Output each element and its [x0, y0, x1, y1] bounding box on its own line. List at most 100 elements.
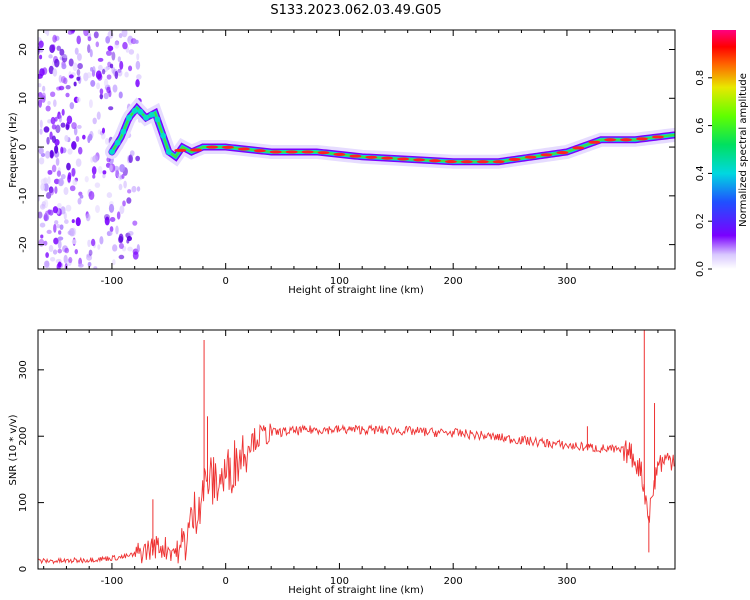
spectrogram-noise-blob — [54, 220, 59, 225]
spectrogram-noise-blob — [87, 44, 91, 53]
spectrogram-noise-blob — [109, 164, 113, 172]
spectrogram-noise-blob — [53, 223, 57, 233]
spectrogram-noise-blob — [118, 233, 124, 243]
spectrogram-noise-blob — [68, 74, 74, 79]
spectrogram-noise-blob — [106, 192, 113, 199]
spectrogram-noise-blob — [119, 205, 125, 215]
spectrogram-noise-blob — [61, 108, 65, 116]
spectrogram-noise-blob — [95, 41, 100, 48]
spectrogram-noise-blob — [66, 162, 71, 171]
spectrogram-noise-blob — [49, 131, 53, 140]
spectrogram-ridge-peak — [413, 158, 426, 162]
spectrogram-ylabel: Frequency (Hz) — [8, 112, 19, 188]
spectrogram-noise-blob — [38, 83, 42, 88]
spectrogram-noise-blob — [54, 186, 58, 194]
spectrogram-noise-blob — [91, 166, 97, 175]
spectrogram-noise-blob — [128, 65, 133, 72]
spectrogram-noise-blob — [84, 176, 89, 183]
spectrogram-noise-blob — [43, 182, 49, 192]
spectrogram-noise-blob — [65, 204, 72, 212]
spectrogram-noise-blob — [54, 145, 59, 154]
spectrogram-ridge-peak — [301, 150, 314, 154]
spectrogram-noise-blob — [83, 30, 89, 37]
spectrogram-ridge-blob — [160, 132, 167, 139]
spectrogram-y-ticks: -20 -10 0 10 20 — [18, 43, 675, 253]
spectrogram-noise-blob — [49, 187, 55, 196]
spectrogram-noise-blob — [131, 185, 137, 193]
spectrogram-noise-blob — [112, 244, 118, 252]
spectrogram-noise-blob — [111, 67, 116, 74]
spectrogram-ridge-peak — [285, 150, 298, 154]
spectrogram-noise-blob — [71, 142, 76, 148]
spectrogram-noise-blob — [103, 213, 110, 221]
spectrogram-noise-blob — [87, 239, 91, 248]
spectrogram-ridge-peak — [190, 148, 203, 152]
spectrogram-xtick-label: 100 — [330, 276, 349, 287]
spectrogram-noise-blob — [112, 259, 116, 266]
spectrogram-noise-blob — [57, 248, 62, 254]
spectrogram-noise-blob — [48, 65, 54, 75]
spectrogram-noise-blob — [51, 44, 56, 52]
spectrogram-noise-blob — [43, 177, 48, 185]
spectrogram-noise-blob — [132, 220, 138, 226]
spectrogram-noise-blob — [61, 63, 67, 70]
spectrogram-ridge-peak — [444, 159, 457, 164]
snr-panel: -100 0 100 200 300 0 100 200 300 Height of stra… — [8, 329, 676, 596]
spectrogram-noise-blob — [75, 217, 81, 227]
spectrogram-noise-blob — [114, 70, 119, 80]
spectrogram-noise-blob — [134, 39, 139, 44]
spectrogram-noise-blob — [88, 133, 93, 141]
spectrogram-noise-blob — [106, 50, 112, 56]
spectrogram-noise-blob — [64, 219, 69, 224]
spectrogram-noise-blob — [54, 58, 60, 68]
spectrogram-noise-blob — [76, 35, 81, 45]
spectrogram-noise-blob — [45, 252, 49, 258]
spectrogram-noise-blob — [102, 170, 107, 175]
spectrogram-noise-blob — [49, 150, 55, 158]
spectrogram-xtick-label: 0 — [223, 276, 229, 287]
spectrogram-noise-blob — [38, 147, 44, 155]
spectrogram-noise-blob — [51, 124, 57, 130]
spectrogram-noise-blob — [87, 36, 92, 42]
spectrogram-ridge-peak — [253, 149, 266, 153]
spectrogram-noise-blob — [127, 230, 134, 236]
spectrogram-ridge-peak — [397, 157, 410, 161]
spectrogram-noise-blob — [59, 224, 64, 230]
spectrogram-noise-blob — [117, 56, 121, 63]
spectrogram-noise-blob — [85, 213, 91, 222]
snr-ylabel: SNR (10 * v/v) — [8, 414, 19, 485]
spectrogram-noise-blob — [109, 63, 114, 69]
spectrogram-frame — [37, 29, 676, 270]
spectrogram-noise-blob — [50, 257, 56, 262]
spectrogram-noise-blob — [39, 128, 43, 135]
spectrogram-noise-blob — [60, 75, 66, 84]
spectrogram-ridge-blob — [148, 111, 155, 118]
spectrogram-noise-blob — [88, 190, 95, 200]
spectrogram-ridge-blob — [120, 128, 127, 135]
spectrogram-ytick-label: 20 — [18, 43, 29, 56]
spectrogram-noise-blob — [135, 60, 141, 70]
spectrogram-noise-blob — [126, 235, 133, 242]
spectrogram-noise-blob — [59, 48, 65, 56]
spectrogram-noise-blob — [55, 157, 60, 166]
spectrogram-noise-blob — [72, 179, 78, 186]
spectrogram-ridge-peak — [269, 150, 282, 154]
spectrogram-noise-blob — [65, 92, 70, 98]
spectrogram-ridge — [104, 97, 675, 169]
spectrogram-noise-blob — [42, 85, 46, 92]
spectrogram-noise-blob — [94, 182, 101, 188]
spectrogram-noise-blob — [68, 58, 74, 67]
colorbar-label: Normalized spectral amplitude — [738, 73, 749, 227]
spectrogram-noise-blob — [93, 266, 98, 269]
spectrogram-noise-blob — [61, 54, 68, 59]
spectrogram-noise-blob — [38, 99, 43, 108]
spectrogram-noise-blob — [60, 173, 66, 180]
spectrogram-ridge-peak — [206, 145, 219, 149]
spectrogram-ytick-label: 0 — [18, 144, 29, 150]
spectrogram-noise-blob — [52, 68, 58, 77]
spectrogram-ridge-peak — [476, 160, 489, 164]
spectrogram-noise-blob — [106, 86, 111, 94]
spectrogram-noise-blob — [128, 154, 133, 164]
spectrogram-noise-blob — [71, 167, 76, 177]
spectrogram-noise-blob — [61, 54, 68, 63]
